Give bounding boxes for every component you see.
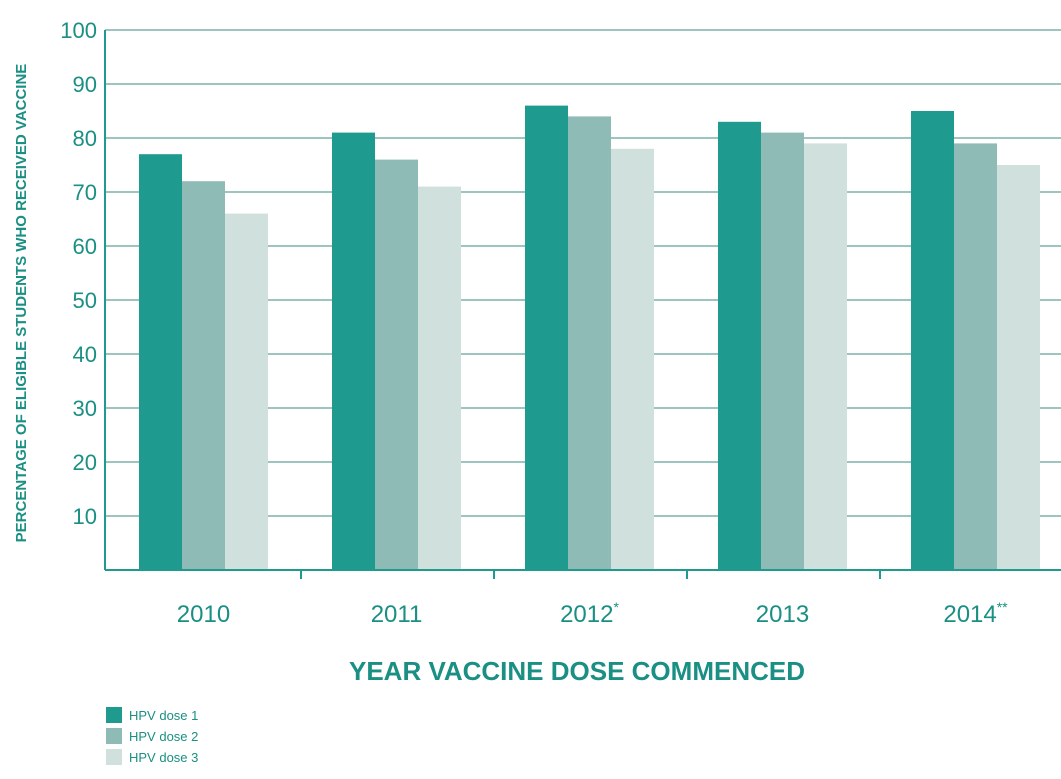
y-tick-label: 100 [60,18,97,43]
bar-hpv-dose-3-2011 [418,186,461,570]
y-tick-label: 20 [73,450,97,475]
bar-hpv-dose-2-2012 [568,116,611,571]
legend-label: HPV dose 3 [129,750,198,765]
bar-hpv-dose-1-2014 [911,111,954,570]
y-axis-label: PERCENTAGE OF ELIGIBLE STUDENTS WHO RECE… [13,64,30,543]
legend-swatch [106,749,122,765]
x-tick-label: 2013 [756,601,809,628]
bar-hpv-dose-2-2010 [182,181,225,570]
y-tick-label: 80 [73,126,97,151]
y-tick-label: 60 [73,234,97,259]
legend-swatch [106,728,122,744]
y-tick-label: 10 [73,504,97,529]
legend-label: HPV dose 1 [129,708,198,723]
bar-hpv-dose-1-2010 [139,154,182,570]
y-tick-label: 90 [73,72,97,97]
legend-label: HPV dose 2 [129,729,198,744]
bar-hpv-dose-2-2011 [375,159,418,570]
axes [104,30,1061,579]
y-tick-labels: 10 20 30 40 50 60 70 80 90 100 [60,18,97,529]
x-tick-labels: 2010 2011 2012* 2013 2014** [177,599,1008,628]
x-axis-label: YEAR VACCINE DOSE COMMENCED [349,656,805,686]
bar-hpv-dose-2-2013 [761,132,804,570]
bar-hpv-dose-3-2013 [804,143,847,570]
bar-hpv-dose-1-2011 [332,132,375,570]
bar-hpv-dose-1-2012 [525,105,568,570]
bar-hpv-dose-3-2012 [611,148,654,571]
y-tick-label: 40 [73,342,97,367]
bars [139,105,1040,571]
y-tick-label: 50 [73,288,97,313]
y-tick-label: 30 [73,396,97,421]
x-tick-label: 2014** [943,599,1008,628]
x-tick-label: 2011 [371,601,423,628]
bar-hpv-dose-1-2013 [718,121,761,571]
bar-hpv-dose-2-2014 [954,143,997,570]
y-tick-label: 70 [73,180,97,205]
legend: HPV dose 1 HPV dose 2 HPV dose 3 [106,707,198,765]
legend-swatch [106,707,122,723]
x-tick-label: 2010 [177,601,230,628]
bar-hpv-dose-3-2014 [997,165,1040,570]
bar-hpv-dose-3-2010 [225,213,268,570]
x-tick-label: 2012* [560,599,619,628]
